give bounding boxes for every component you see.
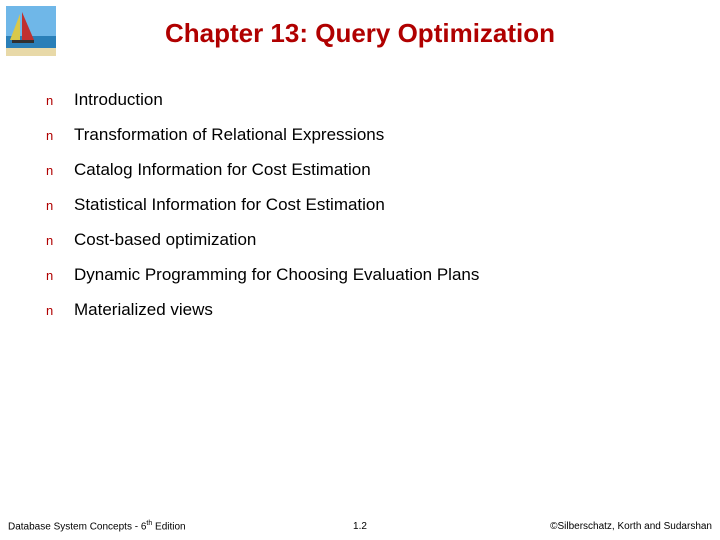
list-item: n Transformation of Relational Expressio…	[46, 125, 666, 145]
list-item: n Catalog Information for Cost Estimatio…	[46, 160, 666, 180]
bullet-marker: n	[46, 303, 74, 318]
bullet-text: Introduction	[74, 90, 666, 110]
bullet-text: Materialized views	[74, 300, 666, 320]
list-item: n Dynamic Programming for Choosing Evalu…	[46, 265, 666, 285]
footer-right: ©Silberschatz, Korth and Sudarshan	[550, 521, 712, 532]
list-item: n Cost-based optimization	[46, 230, 666, 250]
bullet-text: Catalog Information for Cost Estimation	[74, 160, 666, 180]
bullet-text: Statistical Information for Cost Estimat…	[74, 195, 666, 215]
list-item: n Materialized views	[46, 300, 666, 320]
slide-footer: Database System Concepts - 6th Edition 1…	[0, 512, 720, 532]
list-item: n Introduction	[46, 90, 666, 110]
bullet-text: Cost-based optimization	[74, 230, 666, 250]
slide-title: Chapter 13: Query Optimization	[0, 18, 720, 49]
bullet-list: n Introduction n Transformation of Relat…	[46, 90, 666, 335]
bullet-marker: n	[46, 268, 74, 283]
list-item: n Statistical Information for Cost Estim…	[46, 195, 666, 215]
bullet-text: Transformation of Relational Expressions	[74, 125, 666, 145]
bullet-marker: n	[46, 163, 74, 178]
slide: Chapter 13: Query Optimization n Introdu…	[0, 0, 720, 540]
bullet-marker: n	[46, 128, 74, 143]
bullet-marker: n	[46, 198, 74, 213]
bullet-text: Dynamic Programming for Choosing Evaluat…	[74, 265, 666, 285]
bullet-marker: n	[46, 93, 74, 108]
bullet-marker: n	[46, 233, 74, 248]
